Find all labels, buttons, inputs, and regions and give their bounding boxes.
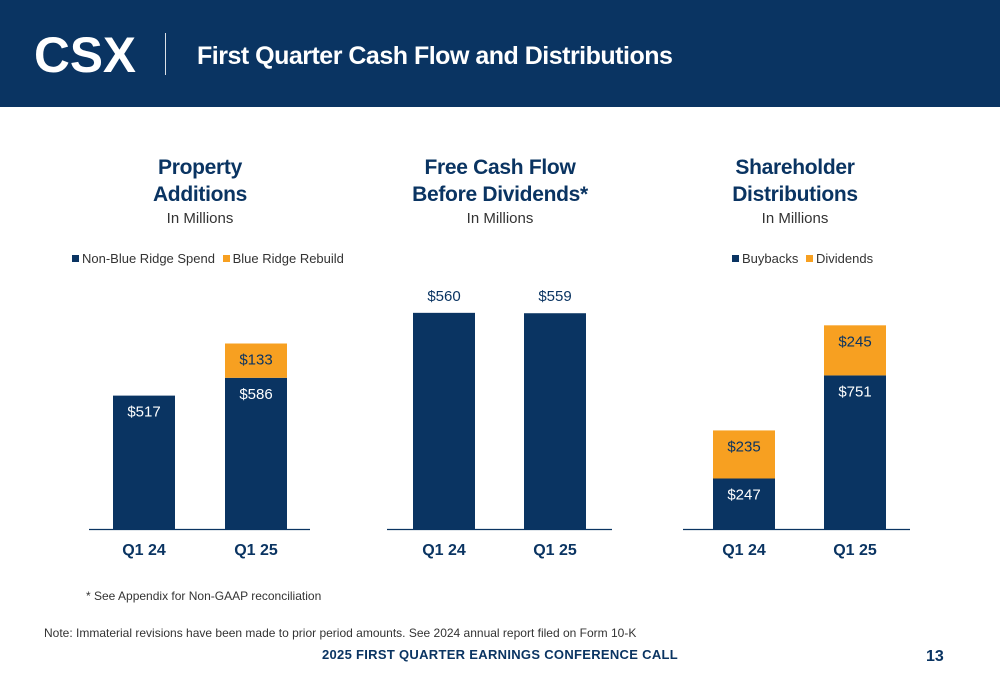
panel-title-line: Distributions [732, 183, 858, 206]
legend-label: Buybacks [742, 251, 799, 266]
bar-non-blue-ridge-spend [225, 377, 287, 529]
data-label: $751 [838, 383, 871, 400]
legend-item: Buybacks [732, 251, 798, 266]
legend-label: Non-Blue Ridge Spend [82, 251, 215, 266]
bar-value [413, 312, 475, 529]
panel-title-line: Free Cash Flow [424, 156, 576, 179]
appendix-note: * See Appendix for Non-GAAP reconciliati… [86, 589, 322, 603]
x-tick-label: Q1 25 [833, 542, 877, 559]
bar-dividends [824, 325, 886, 376]
legend-swatch-navy [732, 255, 739, 262]
panel-title-line: Additions [152, 183, 248, 206]
bar-value [524, 313, 586, 529]
panel-title-property-additions: Property Additions [100, 154, 300, 208]
data-label: $586 [239, 386, 272, 403]
x-tick-label: Q1 24 [122, 542, 166, 559]
revisions-note: Note: Immaterial revisions have been mad… [44, 626, 637, 640]
data-label: $235 [727, 438, 760, 455]
legend-swatch-navy [72, 255, 79, 262]
legend-property-additions: Non-Blue Ridge Spend Blue Ridge Rebuild [72, 251, 348, 266]
bar-non-blue-ridge-spend [113, 395, 175, 529]
x-tick-label: Q1 25 [234, 542, 278, 559]
page-number: 13 [926, 648, 944, 665]
csx-logo: CSX [34, 30, 136, 78]
data-label: $133 [239, 351, 272, 368]
legend-label: Blue Ridge Rebuild [232, 251, 344, 266]
legend-label: Dividends [816, 251, 874, 266]
panel-subtitle: In Millions [761, 210, 829, 227]
panel-subtitle: In Millions [166, 210, 234, 227]
panel-subtitle: In Millions [466, 210, 534, 227]
legend-swatch-orange [806, 255, 813, 262]
page-title: First Quarter Cash Flow and Distribution… [197, 42, 673, 70]
panel-title-shareholder-distributions: Shareholder Distributions [695, 154, 895, 208]
legend-swatch-orange [222, 255, 230, 262]
data-label: $559 [538, 288, 571, 305]
header-bar: CSX First Quarter Cash Flow and Distribu… [0, 0, 1000, 107]
bar-dividends [713, 430, 775, 479]
legend-item: Dividends [806, 251, 873, 266]
data-label: $245 [838, 333, 871, 350]
header-divider [165, 33, 166, 75]
bar-buybacks [824, 375, 886, 529]
panel-title-line: Before Dividends* [412, 183, 588, 206]
legend-item: Non-Blue Ridge Spend [72, 251, 215, 266]
bar-blue-ridge-rebuild [225, 343, 287, 378]
panel-title-line: Property [158, 156, 242, 179]
panel-title-line: Shareholder [735, 156, 855, 179]
legend-shareholder-distributions: Buybacks Dividends [732, 251, 877, 266]
panel-title-free-cash-flow: Free Cash Flow Before Dividends* [380, 154, 620, 208]
x-tick-label: Q1 24 [722, 542, 766, 559]
data-label: $517 [127, 404, 160, 421]
bar-buybacks [713, 478, 775, 529]
data-label: $247 [727, 486, 760, 503]
legend-item: Blue Ridge Rebuild [222, 251, 344, 266]
x-tick-label: Q1 24 [422, 542, 466, 559]
x-tick-label: Q1 25 [533, 542, 577, 559]
data-label: $560 [427, 288, 460, 305]
footer-text: 2025 FIRST QUARTER EARNINGS CONFERENCE C… [322, 647, 678, 662]
svg-text:CSX: CSX [34, 30, 136, 78]
